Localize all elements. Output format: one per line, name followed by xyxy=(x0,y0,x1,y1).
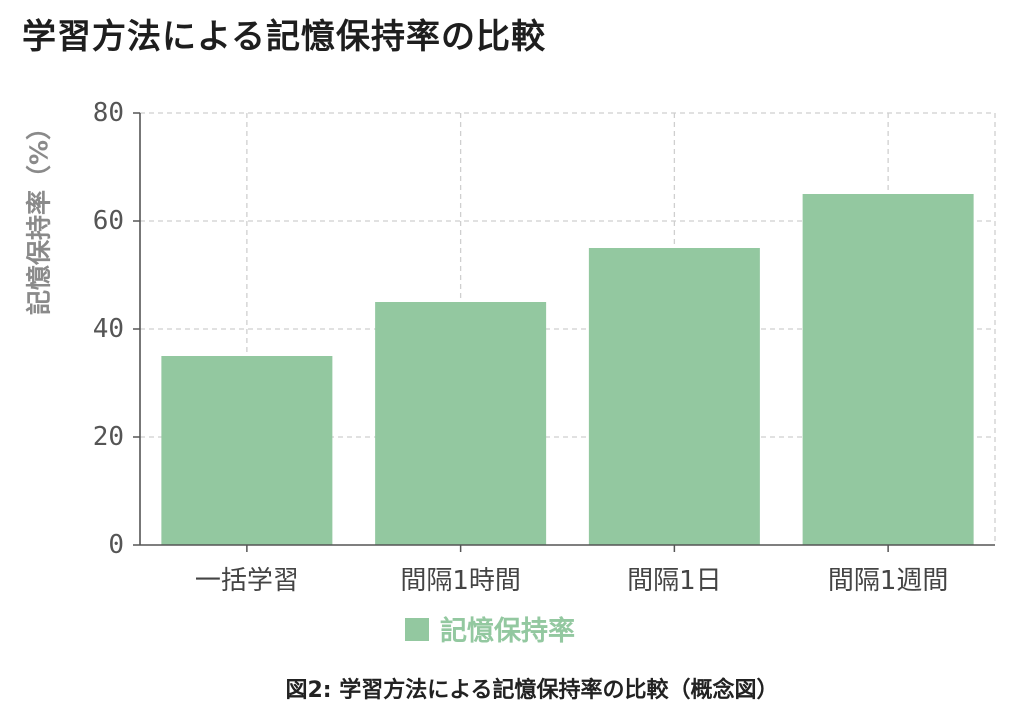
y-axis-label: 記憶保持率（%） xyxy=(25,115,54,315)
y-ticks: 0 20 40 60 80 xyxy=(93,98,140,560)
bar-3 xyxy=(588,248,760,545)
y-tick-label-80: 80 xyxy=(93,98,124,128)
chart-title: 学習方法による記憶保持率の比較 xyxy=(22,17,546,57)
legend-label: 記憶保持率 xyxy=(440,615,575,647)
legend: 記憶保持率 xyxy=(405,615,575,647)
x-tick-label-4: 間隔1週間 xyxy=(828,566,949,596)
x-tick-label-3: 間隔1日 xyxy=(627,566,722,596)
x-tick-label-2: 間隔1時間 xyxy=(400,566,521,596)
legend-swatch xyxy=(405,618,429,641)
x-tick-label-1: 一括学習 xyxy=(195,566,299,596)
bar-1 xyxy=(161,356,333,545)
figure-caption: 図2: 学習方法による記憶保持率の比較（概念図） xyxy=(285,677,778,703)
bar-2 xyxy=(375,302,547,545)
y-tick-label-60: 60 xyxy=(93,206,124,236)
bar-4 xyxy=(802,194,974,545)
bars-layer xyxy=(161,194,974,545)
x-ticks: 一括学習 間隔1時間 間隔1日 間隔1週間 xyxy=(195,545,949,596)
y-tick-label-40: 40 xyxy=(93,314,124,344)
y-tick-label-20: 20 xyxy=(93,422,124,452)
y-tick-label-0: 0 xyxy=(108,530,124,560)
